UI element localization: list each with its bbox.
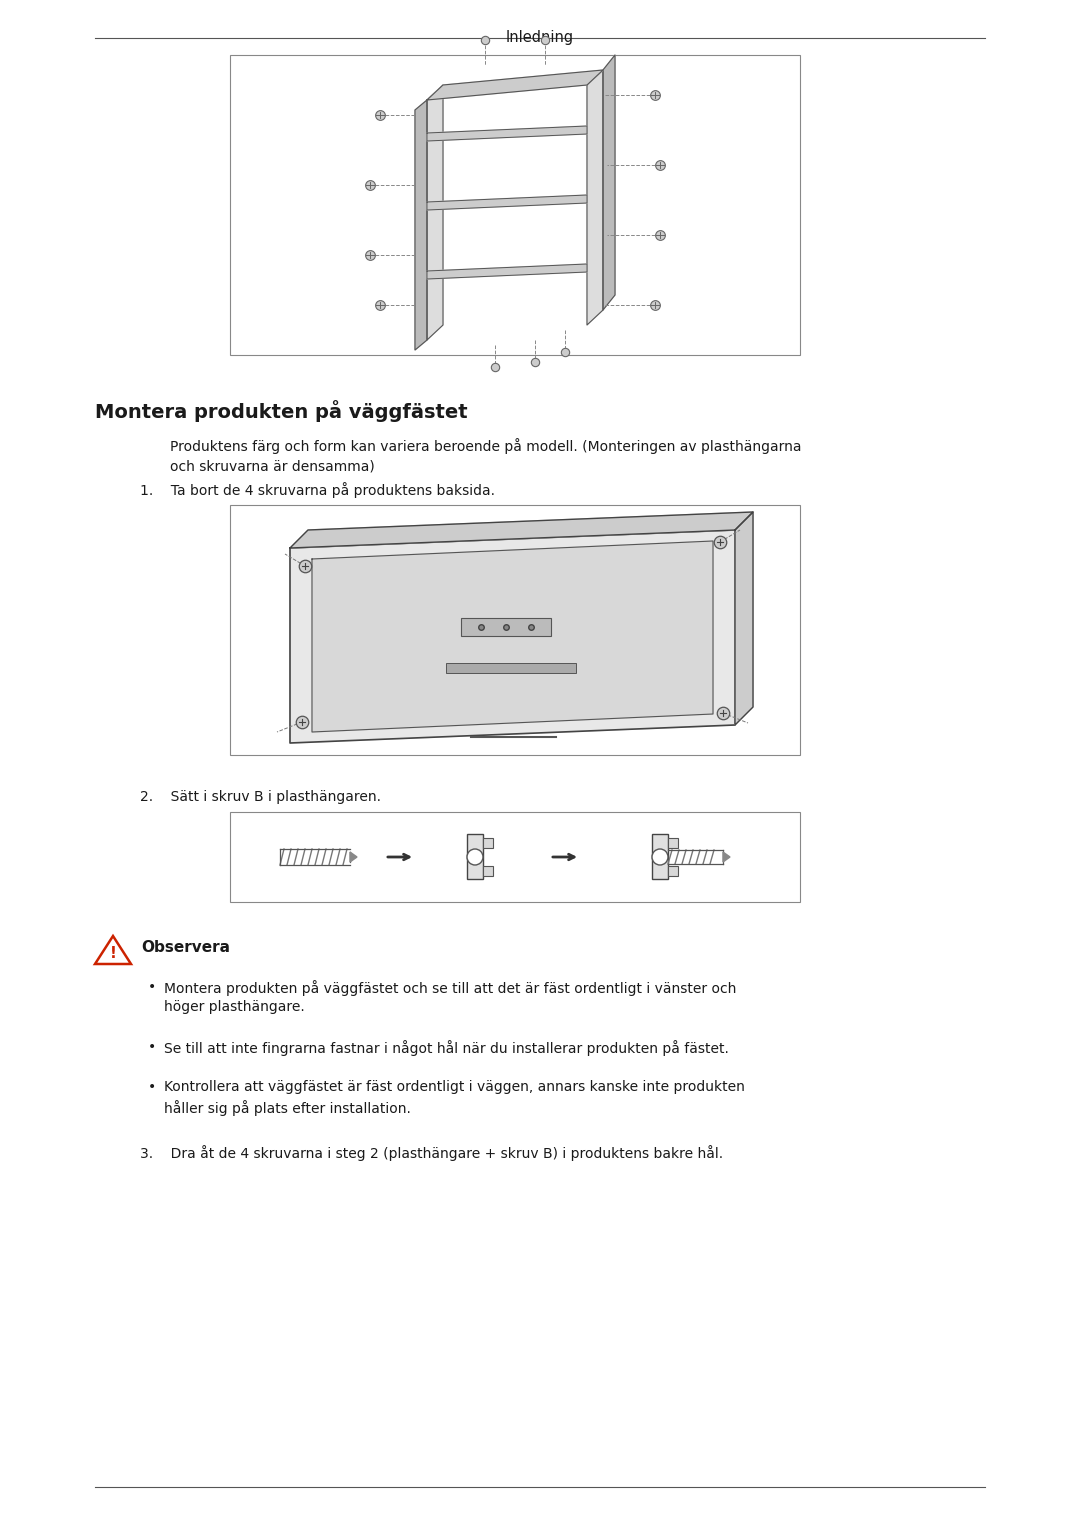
Text: •: • — [148, 1080, 157, 1093]
Bar — [483, 866, 492, 876]
Polygon shape — [588, 70, 603, 325]
Text: 2.    Sätt i skruv B i plasthängaren.: 2. Sätt i skruv B i plasthängaren. — [140, 789, 381, 805]
Polygon shape — [291, 512, 753, 548]
Text: höger plasthängare.: höger plasthängare. — [164, 1000, 305, 1014]
Text: Kontrollera att väggfästet är fäst ordentligt i väggen, annars kanske inte produ: Kontrollera att väggfästet är fäst orden… — [164, 1080, 745, 1093]
Polygon shape — [95, 936, 131, 964]
Text: och skruvarna är densamma): och skruvarna är densamma) — [170, 460, 375, 473]
Circle shape — [467, 849, 483, 864]
Bar — [230, 505, 800, 754]
Text: Produktens färg och form kan variera beroende på modell. (Monteringen av plasthä: Produktens färg och form kan variera ber… — [170, 438, 801, 454]
Text: Observera: Observera — [141, 941, 230, 954]
Text: håller sig på plats efter installation.: håller sig på plats efter installation. — [164, 1099, 410, 1116]
Bar — [669, 866, 678, 876]
Text: Montera produkten på väggfästet och se till att det är fäst ordentligt i vänster: Montera produkten på väggfästet och se t… — [164, 980, 737, 996]
Circle shape — [652, 849, 669, 864]
Bar — [483, 838, 492, 847]
Bar — [652, 834, 669, 880]
Polygon shape — [291, 530, 735, 744]
Text: 1.    Ta bort de 4 skruvarna på produktens baksida.: 1. Ta bort de 4 skruvarna på produktens … — [140, 483, 495, 498]
Text: Se till att inte fingrarna fastnar i något hål när du installerar produkten på f: Se till att inte fingrarna fastnar i någ… — [164, 1040, 729, 1057]
Bar — [446, 663, 577, 672]
Bar — [230, 812, 800, 902]
Text: 3.    Dra åt de 4 skruvarna i steg 2 (plasthängare + skruv B) i produktens bakre: 3. Dra åt de 4 skruvarna i steg 2 (plast… — [140, 1145, 724, 1161]
Polygon shape — [427, 70, 603, 99]
Polygon shape — [427, 86, 443, 341]
Polygon shape — [427, 264, 588, 279]
Polygon shape — [312, 541, 713, 731]
Polygon shape — [427, 195, 588, 211]
Text: !: ! — [109, 947, 117, 962]
Bar — [230, 55, 800, 354]
Bar — [461, 617, 552, 635]
Text: •: • — [148, 1040, 157, 1054]
Bar — [669, 838, 678, 847]
Bar — [467, 834, 483, 880]
Polygon shape — [427, 127, 588, 140]
Text: Inledning: Inledning — [505, 31, 575, 44]
Polygon shape — [723, 852, 730, 863]
Polygon shape — [735, 512, 753, 725]
Text: Montera produkten på väggfästet: Montera produkten på väggfästet — [95, 400, 468, 421]
Text: •: • — [148, 980, 157, 994]
Polygon shape — [415, 99, 427, 350]
Polygon shape — [350, 852, 357, 863]
Polygon shape — [603, 55, 615, 310]
